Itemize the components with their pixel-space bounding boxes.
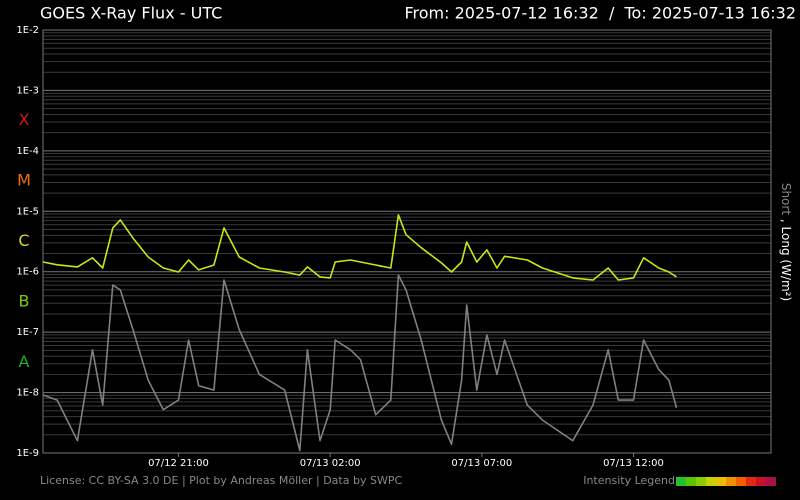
intensity-swatch <box>766 477 776 486</box>
class-label: B <box>19 291 30 310</box>
y-label-long: Long <box>780 227 794 256</box>
y-tick-label: 1E-2 <box>16 25 39 36</box>
y-tick-label: 1E-8 <box>16 388 39 399</box>
y-tick-label: 1E-6 <box>16 267 39 278</box>
series-line <box>42 274 678 452</box>
intensity-swatch <box>716 477 726 486</box>
series-line <box>42 214 677 281</box>
intensity-swatch <box>706 477 716 486</box>
y-label-unit: (W/m²) <box>780 259 794 301</box>
class-label: C <box>18 231 29 250</box>
intensity-swatch <box>726 477 736 486</box>
period: From: 2025-07-12 16:32 / To: 2025-07-13 … <box>404 4 796 23</box>
intensity-swatch <box>696 477 706 486</box>
y-tick-label: 1E-4 <box>16 146 39 157</box>
class-label: X <box>19 110 30 129</box>
intensity-swatch <box>676 477 686 486</box>
y-tick-label: 1E-7 <box>16 327 39 338</box>
chart-title: GOES X-Ray Flux - UTC <box>40 4 222 23</box>
y-label-sep: , <box>780 219 794 223</box>
intensity-swatch <box>746 477 756 486</box>
intensity-swatch <box>686 477 696 486</box>
intensity-swatch <box>736 477 746 486</box>
y-axis-title: Short , Long (W/m²) <box>780 183 794 301</box>
plot-frame <box>42 29 772 454</box>
x-tick-label: 07/13 07:00 <box>451 458 512 469</box>
y-tick-label: 1E-3 <box>16 85 39 96</box>
x-tick-label: 07/12 21:00 <box>148 458 209 469</box>
y-label-short: Short <box>780 183 794 215</box>
intensity-swatch <box>756 477 766 486</box>
y-tick-label: 1E-9 <box>16 448 39 459</box>
x-tick-label: 07/13 12:00 <box>603 458 664 469</box>
intensity-legend-label: Intensity Legend <box>583 474 675 487</box>
class-label: M <box>17 171 31 190</box>
x-tick-label: 07/13 02:00 <box>300 458 361 469</box>
y-tick-label: 1E-5 <box>16 206 39 217</box>
license: License: CC BY-SA 3.0 DE | Plot by Andre… <box>40 474 402 487</box>
class-label: A <box>19 352 30 371</box>
